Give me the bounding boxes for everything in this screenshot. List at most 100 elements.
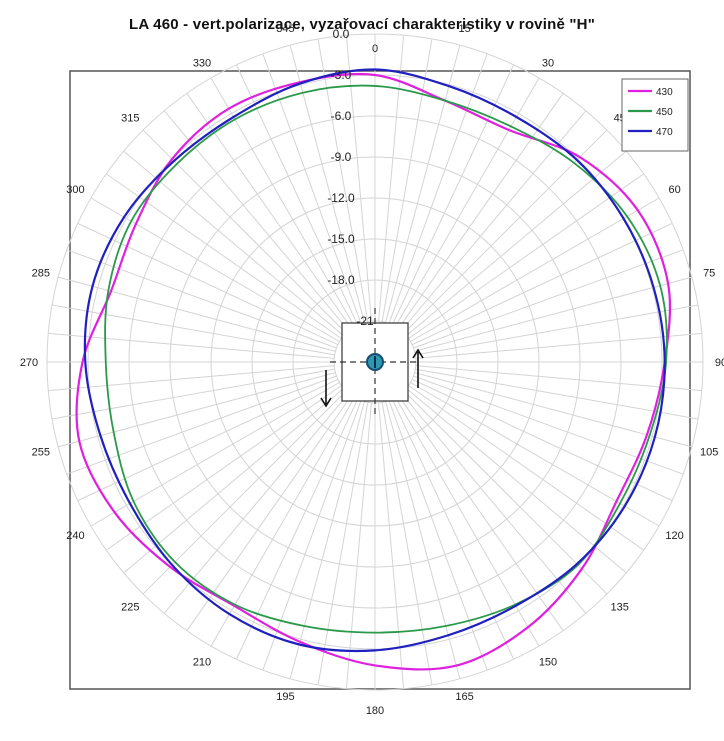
angle-tick-label: 240: [66, 530, 84, 542]
series-line-450: [104, 84, 668, 634]
grid-spoke: [398, 93, 564, 329]
radial-tick-label: -3.0: [331, 68, 352, 82]
grid-spoke: [142, 390, 347, 595]
grid-spoke: [400, 393, 587, 614]
angle-tick-label: 150: [539, 657, 557, 669]
grid-spoke: [414, 276, 692, 352]
angle-tick-label: 105: [700, 447, 718, 459]
grid-spoke: [403, 390, 608, 595]
angle-tick-label: 225: [121, 602, 139, 614]
grid-spoke: [414, 372, 692, 448]
grid-spoke: [391, 64, 515, 326]
series-lines: [75, 68, 672, 671]
angle-tick-label: 75: [703, 267, 715, 279]
chart-title: LA 460 - vert.polarizace, vyzařovací cha…: [128, 16, 596, 33]
grid-spoke: [388, 400, 488, 671]
angle-tick-label: 0: [372, 43, 378, 55]
grid-spoke: [317, 38, 369, 322]
grid-spoke: [90, 197, 340, 342]
radial-tick-label: -15.0: [327, 232, 355, 246]
angle-tick-label: 315: [121, 112, 139, 124]
grid-spoke: [408, 173, 644, 339]
grid-spoke: [48, 365, 335, 392]
radial-tick-label: -18.0: [327, 273, 355, 287]
angle-tick-label: 90: [715, 357, 724, 369]
grid-spoke: [415, 365, 702, 392]
grid-spoke: [345, 402, 372, 689]
grid-spoke: [381, 402, 433, 686]
grid-spoke: [163, 393, 350, 614]
grid-spoke: [381, 38, 433, 322]
angle-tick-label: 210: [193, 657, 211, 669]
angle-tick-label: 60: [668, 184, 680, 196]
angle-tick-label: 30: [542, 57, 554, 69]
grid-spoke: [413, 249, 684, 349]
grid-spoke: [48, 332, 335, 359]
grid-spoke: [415, 368, 699, 420]
grid-spoke: [51, 304, 335, 356]
angle-tick-label: 135: [611, 602, 629, 614]
grid-spoke: [66, 375, 337, 475]
grid-spoke: [262, 400, 362, 671]
arrow-down-icon: [320, 370, 332, 408]
grid-spoke: [415, 332, 702, 359]
grid-spoke: [403, 129, 608, 334]
grid-spoke: [77, 378, 339, 502]
legend: 430 450 470: [621, 78, 689, 152]
angle-labels: 0153045607590105120135150165180195210225…: [20, 23, 724, 717]
grid-spoke: [411, 378, 673, 502]
angle-tick-label: 285: [32, 267, 50, 279]
radial-tick-label: -9.0: [331, 150, 352, 164]
grid-spoke: [391, 398, 515, 660]
grid-spoke: [90, 382, 340, 527]
grid-spoke: [385, 45, 461, 323]
grid-spoke: [58, 276, 336, 352]
grid-spoke: [411, 222, 673, 346]
angle-tick-label: 270: [20, 357, 38, 369]
grid-spoke: [378, 402, 405, 689]
grid-spoke: [289, 45, 365, 323]
grid-spoke: [385, 401, 461, 679]
grid-spoke: [415, 304, 699, 356]
radial-tick-label: -6.0: [331, 109, 352, 123]
grid-spoke: [410, 197, 660, 342]
grid-spoke: [186, 395, 352, 631]
angle-tick-label: 300: [66, 184, 84, 196]
grid-spoke: [235, 398, 359, 660]
series-line-470: [83, 68, 666, 653]
grid-spoke: [388, 53, 488, 324]
angle-tick-label: 330: [193, 57, 211, 69]
grid-spoke: [345, 35, 372, 322]
angle-tick-label: 195: [276, 691, 294, 703]
legend-label-470: 470: [656, 127, 673, 138]
grid-spoke: [410, 382, 660, 527]
grid-spoke: [408, 385, 644, 551]
angle-tick-label: 180: [366, 705, 384, 717]
angle-tick-label: 255: [32, 447, 50, 459]
grid-spoke: [289, 401, 365, 679]
angle-tick-label: 345: [276, 23, 294, 35]
series-line-430: [75, 72, 672, 671]
grid-spoke: [317, 402, 369, 686]
grid-spoke: [398, 395, 564, 631]
radial-tick-label: -12.0: [327, 191, 355, 205]
legend-box: [621, 78, 689, 152]
radial-tick-label: 0.0: [333, 27, 350, 41]
legend-label-450: 450: [656, 107, 673, 118]
angle-tick-label: 120: [665, 530, 683, 542]
grid-spoke: [378, 35, 405, 322]
grid-spoke: [400, 110, 587, 331]
angle-tick-label: 15: [458, 23, 470, 35]
antenna-symbol: [320, 308, 424, 418]
grid-spoke: [406, 150, 627, 337]
arrow-up-icon: [412, 348, 424, 388]
radial-tick-label: -21: [356, 314, 374, 328]
grid-spoke: [406, 387, 627, 574]
legend-label-430: 430: [656, 87, 673, 98]
grid-spoke: [123, 387, 344, 574]
angle-tick-label: 165: [455, 691, 473, 703]
grid-spoke: [395, 77, 540, 327]
grid-spoke: [66, 249, 337, 349]
grid-spoke: [58, 372, 336, 448]
